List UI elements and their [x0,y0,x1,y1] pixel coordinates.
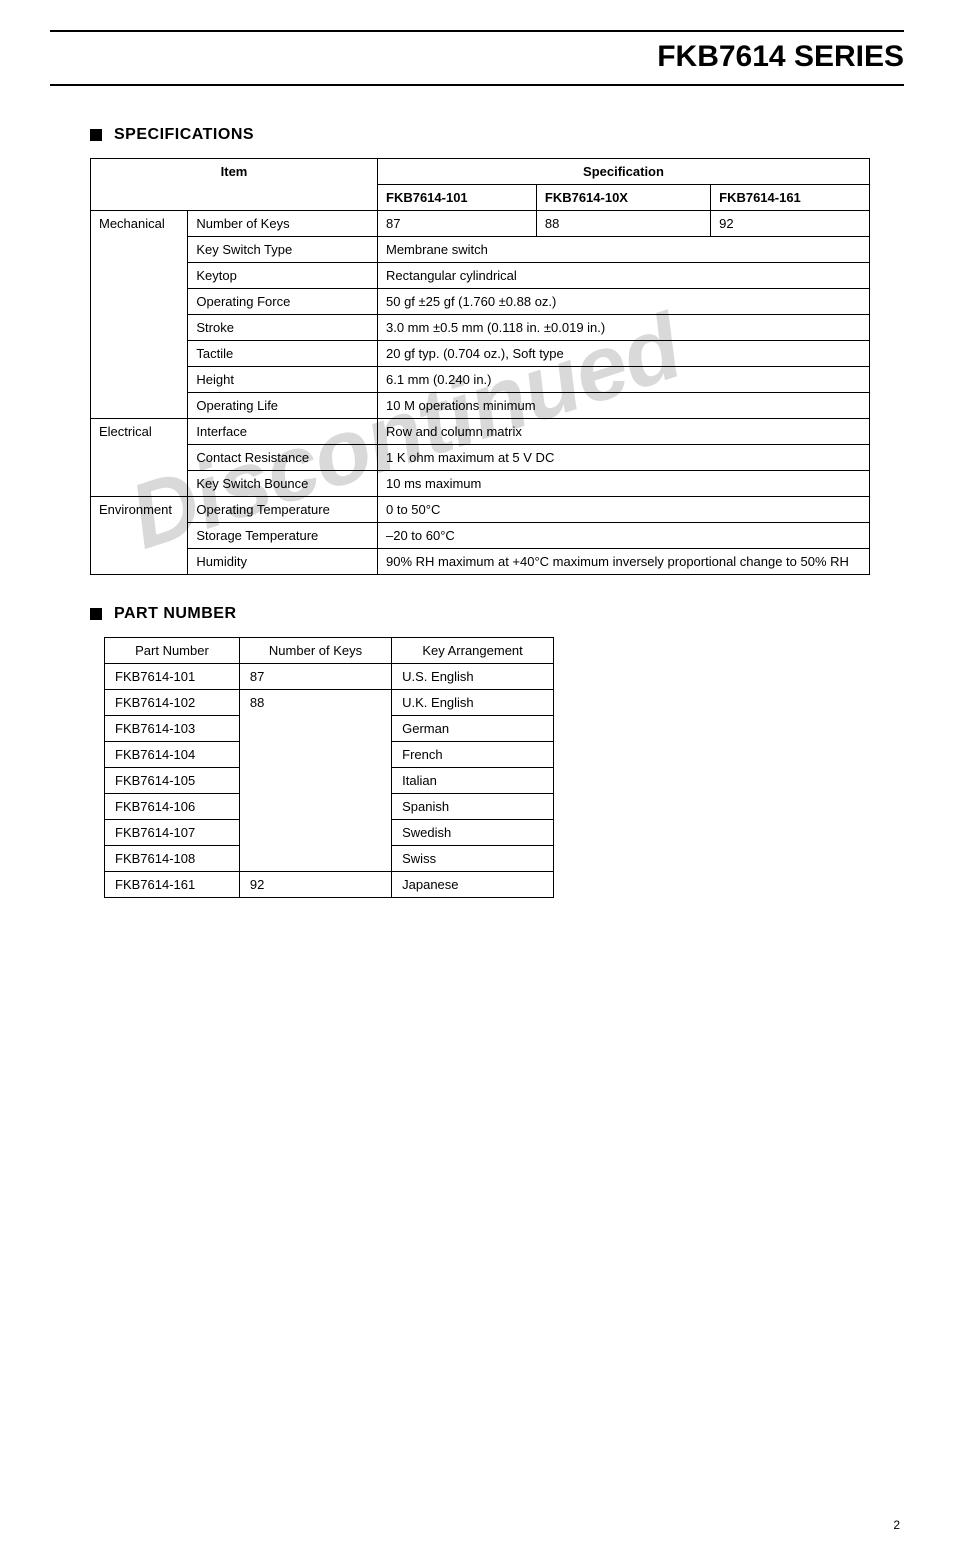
table-header-specification: Specification [378,159,870,185]
spec-label: Stroke [188,315,378,341]
arrangement-cell: German [392,716,554,742]
table-row: Operating Force50 gf ±25 gf (1.760 ±0.88… [91,289,870,315]
table-header-model: FKB7614-101 [378,185,537,211]
part-number-cell: FKB7614-108 [105,846,240,872]
header-rule-top [50,30,904,32]
arrangement-cell: U.S. English [392,664,554,690]
table-row: Tactile20 gf typ. (0.704 oz.), Soft type [91,341,870,367]
table-row: Contact Resistance1 K ohm maximum at 5 V… [91,445,870,471]
spec-value: 50 gf ±25 gf (1.760 ±0.88 oz.) [378,289,870,315]
page-number: 2 [50,1518,904,1532]
spec-value: 88 [536,211,710,237]
arrangement-cell: Italian [392,768,554,794]
part-number-cell: FKB7614-161 [105,872,240,898]
keys-cell: 87 [239,664,391,690]
table-row: EnvironmentOperating Temperature 0 to 50… [91,497,870,523]
spec-label: Humidity [188,549,378,575]
category-cell: Mechanical [91,211,188,419]
spec-value: 0 to 50°C [378,497,870,523]
table-row: Height6.1 mm (0.240 in.) [91,367,870,393]
square-bullet-icon [90,608,102,620]
arrangement-cell: Swedish [392,820,554,846]
section-header-part-number: PART NUMBER [90,605,904,623]
spec-label: Key Switch Type [188,237,378,263]
table-row: FKB7614-10187U.S. English [105,664,554,690]
spec-value: 87 [378,211,537,237]
spec-label: Operating Force [188,289,378,315]
table-row: Stroke3.0 mm ±0.5 mm (0.118 in. ±0.019 i… [91,315,870,341]
arrangement-cell: French [392,742,554,768]
table-header: Part Number [105,638,240,664]
table-header-item: Item [91,159,378,211]
spec-label: Interface [188,419,378,445]
spec-value: 1 K ohm maximum at 5 V DC [378,445,870,471]
category-cell: Electrical [91,419,188,497]
spec-label: Key Switch Bounce [188,471,378,497]
spec-value: 10 M operations minimum [378,393,870,419]
spec-label: Storage Temperature [188,523,378,549]
section-title: PART NUMBER [114,605,237,623]
arrangement-cell: U.K. English [392,690,554,716]
table-row: FKB7614-16192Japanese [105,872,554,898]
table-row: KeytopRectangular cylindrical [91,263,870,289]
arrangement-cell: Japanese [392,872,554,898]
arrangement-cell: Spanish [392,794,554,820]
table-row: Storage Temperature–20 to 60°C [91,523,870,549]
square-bullet-icon [90,129,102,141]
table-header: Key Arrangement [392,638,554,664]
spec-value: Row and column matrix [378,419,870,445]
spec-value: Membrane switch [378,237,870,263]
spec-label: Contact Resistance [188,445,378,471]
header-rule-bottom [50,84,904,86]
spec-value: 90% RH maximum at +40°C maximum inversel… [378,549,870,575]
keys-cell: 92 [239,872,391,898]
page-title: FKB7614 SERIES [50,38,904,84]
table-row: Humidity90% RH maximum at +40°C maximum … [91,549,870,575]
table-row: MechanicalNumber of Keys878892 [91,211,870,237]
category-cell: Environment [91,497,188,575]
table-row: Key Switch Bounce10 ms maximum [91,471,870,497]
arrangement-cell: Swiss [392,846,554,872]
table-row: Key Switch TypeMembrane switch [91,237,870,263]
spec-label: Operating Temperature [188,497,378,523]
table-row: ElectricalInterfaceRow and column matrix [91,419,870,445]
part-number-cell: FKB7614-102 [105,690,240,716]
spec-value: 3.0 mm ±0.5 mm (0.118 in. ±0.019 in.) [378,315,870,341]
table-header: Number of Keys [239,638,391,664]
section-header-specifications: SPECIFICATIONS [90,126,904,144]
spec-value: 6.1 mm (0.240 in.) [378,367,870,393]
part-number-cell: FKB7614-101 [105,664,240,690]
part-number-cell: FKB7614-107 [105,820,240,846]
specifications-table: Item Specification FKB7614-101 FKB7614-1… [90,158,870,575]
spec-label: Height [188,367,378,393]
table-row: Operating Life10 M operations minimum [91,393,870,419]
spec-value: 10 ms maximum [378,471,870,497]
part-number-cell: FKB7614-105 [105,768,240,794]
part-number-cell: FKB7614-106 [105,794,240,820]
spec-value: –20 to 60°C [378,523,870,549]
spec-label: Tactile [188,341,378,367]
spec-label: Operating Life [188,393,378,419]
part-number-cell: FKB7614-103 [105,716,240,742]
table-row: FKB7614-10288U.K. English [105,690,554,716]
table-header-model: FKB7614-10X [536,185,710,211]
spec-value: 20 gf typ. (0.704 oz.), Soft type [378,341,870,367]
section-title: SPECIFICATIONS [114,126,254,144]
part-number-table: Part Number Number of Keys Key Arrangeme… [104,637,554,898]
spec-label: Number of Keys [188,211,378,237]
keys-cell: 88 [239,690,391,872]
spec-value: Rectangular cylindrical [378,263,870,289]
table-header-model: FKB7614-161 [711,185,870,211]
part-number-cell: FKB7614-104 [105,742,240,768]
spec-label: Keytop [188,263,378,289]
spec-value: 92 [711,211,870,237]
